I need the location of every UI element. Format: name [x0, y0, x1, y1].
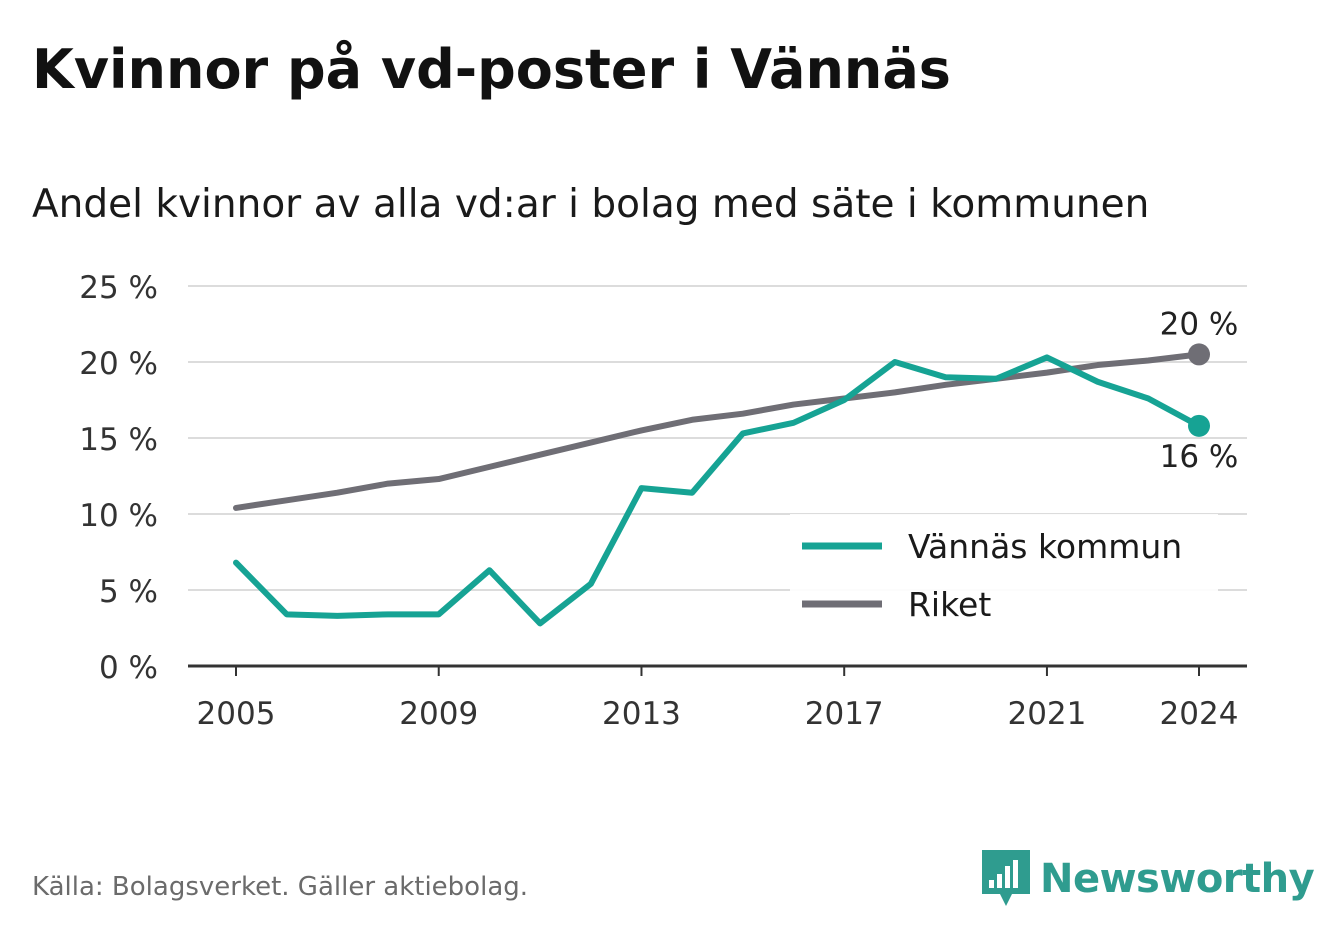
series-end-point: [1188, 414, 1210, 437]
brand-logo[interactable]: Newsworthy: [982, 850, 1315, 908]
series-end-point: [1188, 343, 1210, 366]
legend-label: Vännäs kommun: [908, 527, 1182, 566]
series-lines: 16 % 20 %: [233, 306, 1239, 627]
legend: Vännäs kommun Riket: [790, 514, 1218, 634]
chart-title: Kvinnor på vd-poster i Vännäs: [32, 38, 951, 101]
source-note: Källa: Bolagsverket. Gäller aktiebolag.: [32, 872, 529, 902]
series-line-riket: [233, 351, 1202, 511]
y-tick-label: 15 %: [79, 422, 158, 458]
y-tick-label: 5 %: [99, 574, 158, 610]
series-line-vännäs-kommun: [233, 354, 1202, 627]
series-end-label: 16 %: [1160, 439, 1239, 475]
y-tick-label: 0 %: [99, 650, 158, 686]
x-tick-label: 2017: [805, 696, 884, 732]
x-tick-label: 2024: [1160, 696, 1239, 732]
x-axis: 2005 2009 2013 2017 2021 2024: [188, 664, 1247, 732]
y-axis-ticks: 0 % 5 % 10 % 15 % 20 % 25 %: [79, 270, 158, 686]
series-end-label: 20 %: [1160, 306, 1239, 342]
x-tick-label: 2005: [197, 696, 276, 732]
newsworthy-logo-icon: [982, 850, 1030, 906]
brand-name: Newsworthy: [1040, 856, 1315, 902]
legend-label: Riket: [908, 585, 991, 624]
chart-subtitle: Andel kvinnor av alla vd:ar i bolag med …: [32, 182, 1150, 227]
y-tick-label: 10 %: [79, 498, 158, 534]
line-chart: 0 %5 %10 %15 %20 %25 % 2005 2009 2013 2017 2…: [79, 270, 1247, 732]
x-tick-label: 2021: [1007, 696, 1086, 732]
legend-box: [790, 514, 1218, 634]
y-tick-label: 25 %: [79, 270, 158, 306]
x-tick-label: 2013: [602, 696, 681, 732]
x-tick-label: 2009: [399, 696, 478, 732]
y-tick-label: 20 %: [79, 346, 158, 382]
